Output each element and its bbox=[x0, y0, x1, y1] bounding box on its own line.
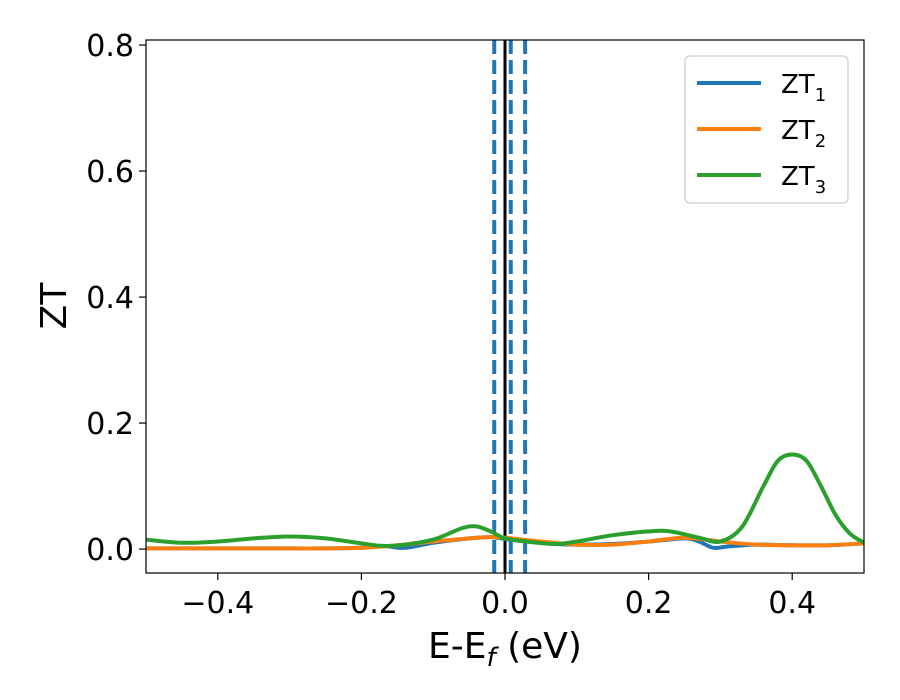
legend-label-3: ZT3 bbox=[781, 162, 826, 198]
legend-box bbox=[684, 55, 849, 204]
x-ticks: −0.4 −0.2 0.0 0.2 0.4 bbox=[181, 573, 816, 621]
legend-label-2: ZT2 bbox=[781, 116, 826, 152]
x-axis-label: E-Ef (eV) bbox=[428, 626, 582, 673]
y-tick-label: 0.8 bbox=[86, 29, 134, 64]
legend-label-1: ZT1 bbox=[781, 70, 826, 106]
legend: ZT1 ZT2 ZT3 bbox=[684, 55, 849, 204]
series-line-3 bbox=[146, 452, 864, 548]
x-tick-label: 0.0 bbox=[481, 586, 529, 621]
y-tick-label: 0.4 bbox=[86, 281, 134, 316]
y-axis-label: ZT bbox=[34, 282, 75, 330]
vertical-lines bbox=[492, 40, 528, 573]
y-tick-label: 0.6 bbox=[86, 155, 134, 190]
x-tick-label: 0.4 bbox=[768, 586, 816, 621]
y-ticks: 0.0 0.2 0.4 0.6 0.8 bbox=[86, 29, 146, 568]
y-tick-label: 0.0 bbox=[86, 533, 134, 568]
x-tick-label: −0.4 bbox=[181, 586, 254, 621]
x-tick-label: 0.2 bbox=[625, 586, 673, 621]
series-line-2 bbox=[146, 535, 864, 551]
x-tick-label: −0.2 bbox=[325, 586, 398, 621]
series-lines bbox=[146, 452, 864, 551]
y-tick-label: 0.2 bbox=[86, 407, 134, 442]
